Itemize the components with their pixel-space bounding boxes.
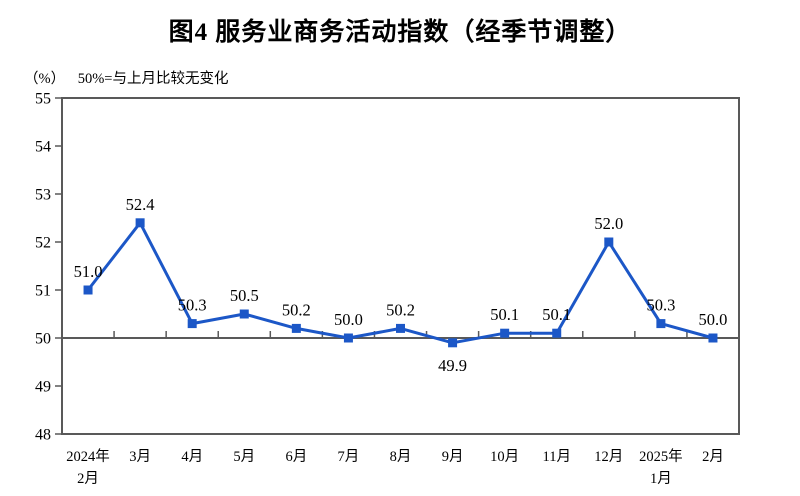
y-axis-tick-label: 52 [35,235,51,252]
data-point-marker [604,237,614,247]
data-point-marker [448,338,458,348]
data-point-marker [552,328,562,338]
data-point-marker [135,218,145,228]
y-axis-tick-label: 49 [35,379,51,396]
x-axis-category-label: 2月 [702,449,724,465]
x-axis-category-label: 12月 [594,449,623,465]
y-axis-tick-label: 54 [35,139,51,156]
data-point-marker [396,323,405,333]
x-axis-category-label: 6月 [285,449,307,465]
y-axis-tick-label: 50 [35,331,51,348]
x-axis-category-label: 1月 [650,471,672,487]
x-axis-category-label: 4月 [181,449,203,465]
data-point-value-label: 50.5 [230,286,259,305]
x-axis-category-label: 3月 [129,449,151,465]
data-point-value-label: 50.1 [490,305,519,324]
data-point-value-label: 50.3 [178,296,207,315]
y-axis-tick-label: 53 [35,187,51,204]
data-point-marker [239,309,249,319]
data-point-value-label: 50.3 [646,296,675,315]
x-axis-category-label: 2025年 [639,448,683,465]
x-axis-category-label: 9月 [442,449,464,465]
baseline-definition-note: 50%=与上月比较无变化 [77,71,229,87]
data-point-value-label: 50.2 [282,300,311,319]
data-point-marker [83,285,93,295]
data-point-value-label: 50.0 [334,310,363,329]
plot-frame [61,97,740,435]
x-axis-category-label: 7月 [338,449,360,465]
x-axis-category-label: 2024年 [66,448,110,465]
data-point-value-label: 50.1 [542,305,571,324]
x-axis-category-label: 8月 [390,449,412,465]
y-axis-unit-label: （%） [24,71,66,87]
x-axis-category-label: 11月 [542,449,570,465]
y-axis-tick-label: 51 [35,283,51,300]
data-point-marker [343,333,353,343]
data-point-value-label: 52.0 [594,214,623,233]
x-axis-category-label: 10月 [490,449,519,465]
data-point-marker [656,319,666,329]
chart-title: 图4 服务业商务活动指数（经季节调整） [168,19,632,46]
data-point-value-label: 52.4 [126,195,155,214]
data-point-marker [708,333,718,343]
data-point-marker [500,328,510,338]
data-point-marker [291,323,301,333]
y-axis-tick-label: 48 [35,427,51,444]
data-point-value-label: 50.2 [386,300,415,319]
axis-unit-note: （%） 50%=与上月比较无变化 [24,67,228,88]
y-axis-tick-label: 55 [35,91,51,108]
data-point-value-label: 50.0 [699,310,728,329]
x-axis-category-label: 5月 [233,449,255,465]
x-axis-category-label: 2月 [77,471,99,487]
data-point-value-label: 49.9 [438,356,467,375]
data-point-value-label: 51.0 [74,262,103,281]
data-point-marker [187,319,197,329]
